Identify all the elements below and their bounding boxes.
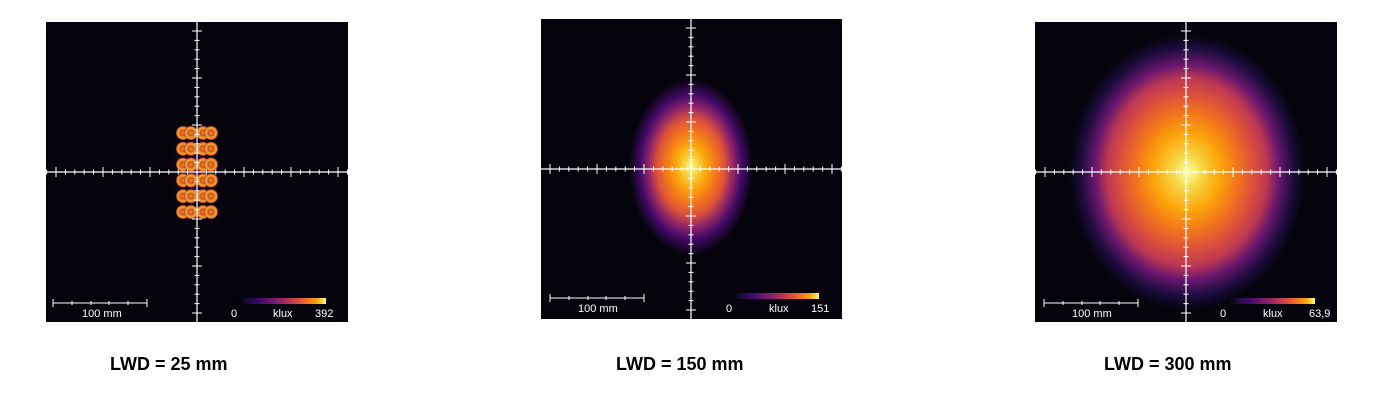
caption-lwd-25: LWD = 25 mm: [110, 354, 228, 374]
led-spot: [203, 204, 219, 220]
led-spot: [183, 141, 199, 157]
scale-bar: [1043, 299, 1139, 307]
led-spot: [203, 157, 219, 173]
led-spot: [183, 172, 199, 188]
led-spot: [183, 157, 199, 173]
caption-lwd-150: LWD = 150 mm: [616, 354, 744, 374]
heatmap-led-array: [164, 117, 228, 227]
colorbar: [731, 293, 819, 299]
scale-label: 100 mm: [1072, 308, 1112, 320]
crosshair-axes: [1035, 22, 1337, 322]
colorbar-max: 392: [315, 308, 334, 320]
colorbar-max: 151: [811, 303, 830, 315]
led-spot: [203, 141, 219, 157]
led-spot: [203, 125, 219, 141]
illuminance-map-lwd-300: 100 mm 0 klux 63,9: [1035, 22, 1337, 322]
crosshair-axes: [541, 19, 842, 319]
colorbar: [238, 298, 326, 304]
illuminance-map-lwd-25: 100 mm 0 klux 392: [46, 22, 348, 322]
colorbar-min: 0: [726, 303, 733, 315]
colorbar-max: 63,9: [1309, 308, 1331, 320]
led-spot: [203, 188, 219, 204]
led-spot: [203, 172, 219, 188]
crosshair-axes: [46, 22, 348, 322]
scale-bar: [52, 299, 148, 307]
illuminance-map-lwd-150: 100 mm 0 klux 151: [541, 19, 842, 319]
scale-bar: [549, 294, 645, 302]
led-spot: [183, 204, 199, 220]
colorbar-unit: klux: [769, 303, 789, 315]
scale-label: 100 mm: [82, 308, 122, 320]
led-spot: [183, 125, 199, 141]
colorbar-unit: klux: [1263, 308, 1283, 320]
scale-label: 100 mm: [578, 303, 618, 315]
colorbar: [1227, 298, 1315, 304]
colorbar-min: 0: [1220, 308, 1227, 320]
led-grid: [175, 125, 219, 220]
colorbar-min: 0: [231, 308, 238, 320]
colorbar-unit: klux: [273, 308, 293, 320]
caption-lwd-300: LWD = 300 mm: [1104, 354, 1232, 374]
